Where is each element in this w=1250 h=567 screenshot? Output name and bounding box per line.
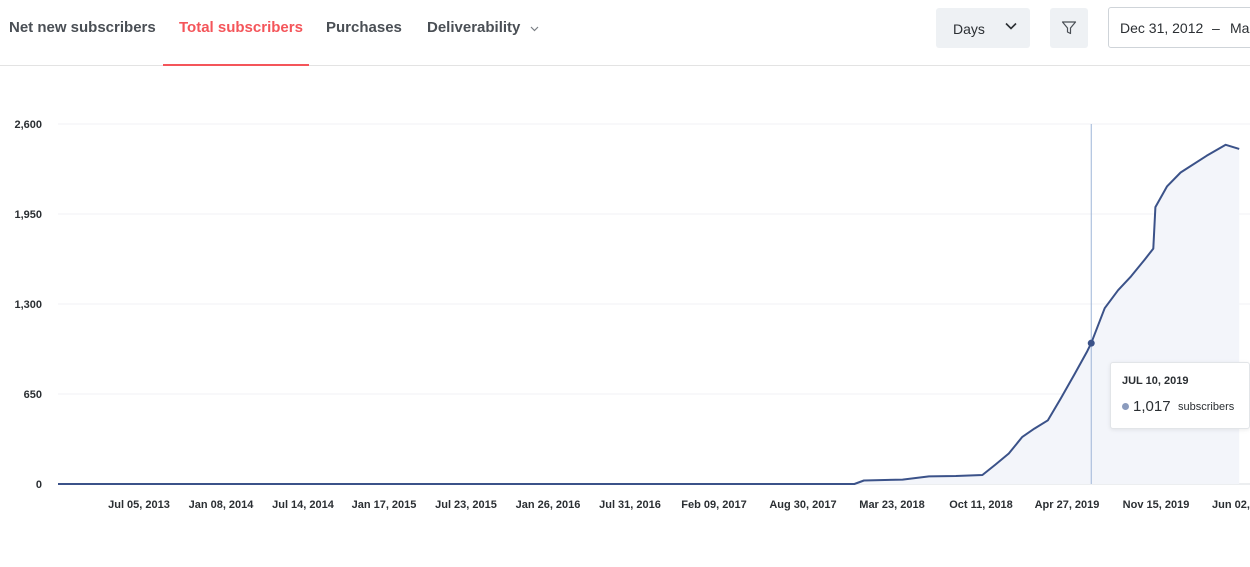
tooltip-series-dot (1122, 403, 1129, 410)
period-select-label: Days (953, 21, 985, 37)
x-tick-label: Oct 11, 2018 (949, 499, 1013, 511)
date-range-start: Dec 31, 2012 (1120, 20, 1204, 36)
tooltip-date: JUL 10, 2019 (1122, 375, 1189, 387)
y-tick-label: 1,300 (14, 299, 42, 311)
y-tick-label: 2,600 (14, 119, 42, 131)
x-tick-label: Jul 23, 2015 (435, 499, 497, 511)
chevron-down-icon[interactable] (530, 24, 539, 35)
x-tick-label: Jan 08, 2014 (189, 499, 255, 511)
active-tab-indicator (163, 64, 309, 66)
x-tick-label: Nov 15, 2019 (1123, 499, 1190, 511)
date-range-separator: – (1212, 20, 1220, 36)
date-range-picker[interactable]: Dec 31, 2012 – Ma (1108, 7, 1250, 48)
top-navigation: Net new subscribers Total subscribers Pu… (0, 0, 1250, 66)
tooltip-value: 1,017 (1133, 398, 1171, 415)
x-tick-label: Aug 30, 2017 (769, 499, 836, 511)
series-line (58, 143, 1240, 485)
chart-tooltip: JUL 10, 2019 1,017 subscribers (1110, 362, 1250, 429)
x-tick-label: Mar 23, 2018 (859, 499, 924, 511)
tooltip-unit: subscribers (1178, 401, 1235, 413)
tab-deliverability[interactable]: Deliverability (427, 19, 521, 36)
hover-point (1087, 339, 1095, 347)
tab-purchases[interactable]: Purchases (326, 19, 402, 36)
x-tick-label: Jul 31, 2016 (599, 499, 661, 511)
date-range-end: Ma (1230, 20, 1250, 36)
x-tick-label: Jun 02, (1212, 499, 1250, 511)
x-tick-label: Apr 27, 2019 (1035, 499, 1100, 511)
y-tick-label: 0 (36, 479, 42, 491)
chevron-down-icon (1004, 19, 1018, 38)
x-tick-label: Jul 05, 2013 (108, 499, 170, 511)
x-tick-label: Jan 26, 2016 (516, 499, 581, 511)
x-tick-label: Feb 09, 2017 (681, 499, 746, 511)
y-tick-label: 650 (24, 389, 42, 401)
y-tick-label: 1,950 (14, 209, 42, 221)
x-tick-label: Jul 14, 2014 (272, 499, 335, 511)
filter-button[interactable] (1050, 8, 1088, 48)
tab-total-subscribers[interactable]: Total subscribers (179, 19, 303, 36)
series-area (58, 144, 1240, 485)
x-tick-label: Jan 17, 2015 (352, 499, 417, 511)
tab-net-new-subscribers[interactable]: Net new subscribers (9, 19, 156, 36)
period-select[interactable]: Days (936, 8, 1030, 48)
total-subscribers-chart: 0 650 1,300 1,950 2,600 Jul 05, 2013 Jan 08, 2… (14, 119, 1250, 511)
